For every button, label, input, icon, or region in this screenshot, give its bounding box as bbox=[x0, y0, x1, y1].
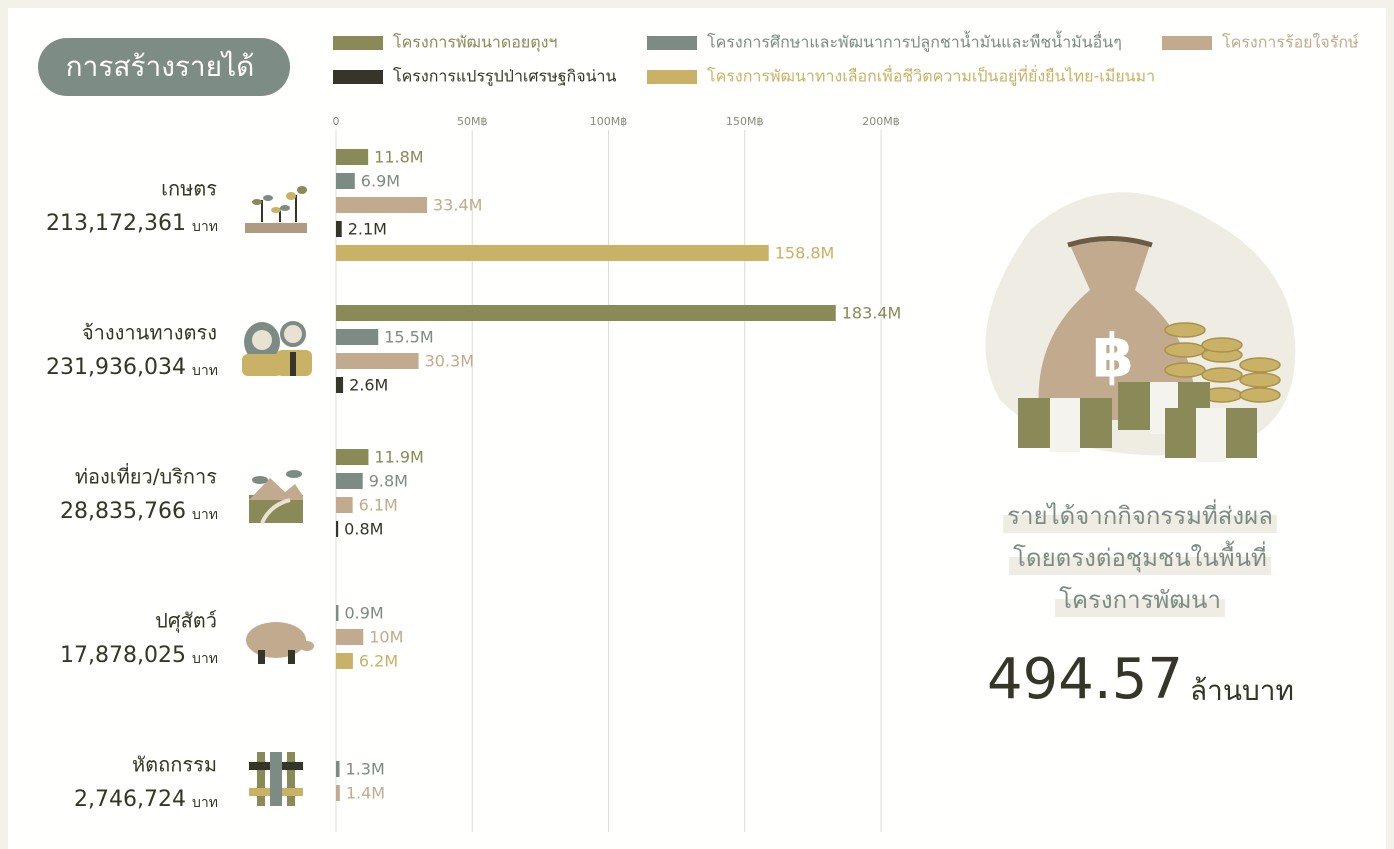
value-label: 1.4M bbox=[346, 784, 385, 803]
category-label: เกษตร bbox=[161, 177, 217, 201]
x-tick-label: 150M฿ bbox=[726, 115, 764, 128]
icon-pig bbox=[246, 622, 314, 664]
legend-label: โครงการพัฒนาดอยตุงฯ bbox=[393, 33, 557, 53]
value-label: 158.8M bbox=[775, 244, 835, 263]
value-label: 183.4M bbox=[842, 304, 902, 323]
summary-highlight bbox=[1009, 557, 1271, 575]
category-total: 2,746,724 bbox=[74, 787, 186, 812]
value-label: 10M bbox=[369, 628, 403, 647]
category-total-unit: บาท bbox=[192, 219, 218, 235]
summary-text: โดยตรงต่อชุมชนในพื้นที่ bbox=[1013, 540, 1267, 573]
value-label: 2.1M bbox=[348, 220, 387, 239]
icon-farm bbox=[245, 186, 307, 233]
value-label: 9.8M bbox=[369, 472, 408, 491]
bar bbox=[336, 629, 364, 645]
bar bbox=[336, 449, 369, 465]
category-label: ปศุสัตว์ bbox=[155, 609, 217, 634]
value-label: 6.9M bbox=[361, 172, 400, 191]
value-label: 0.9M bbox=[344, 604, 383, 623]
value-label: 11.8M bbox=[374, 148, 423, 167]
x-tick-label: 200M฿ bbox=[862, 115, 900, 128]
value-label: 6.1M bbox=[359, 496, 398, 515]
category-label: ท่องเที่ยว/บริการ bbox=[75, 463, 217, 489]
bar bbox=[336, 653, 353, 669]
legend-swatch bbox=[333, 36, 383, 50]
summary-highlight bbox=[1003, 515, 1277, 533]
value-label: 0.8M bbox=[344, 520, 383, 539]
category-label: จ้างงานทางตรง bbox=[82, 321, 217, 345]
value-label: 1.3M bbox=[346, 760, 385, 779]
bar bbox=[336, 377, 344, 393]
value-label: 33.4M bbox=[433, 196, 482, 215]
bar bbox=[336, 197, 428, 213]
x-tick-label: 100M฿ bbox=[590, 115, 628, 128]
bar bbox=[336, 473, 363, 489]
bar bbox=[336, 173, 355, 189]
bar bbox=[336, 521, 339, 537]
legend-swatch bbox=[333, 70, 383, 84]
summary-highlight bbox=[1055, 599, 1225, 617]
bar bbox=[336, 785, 340, 801]
category-total: 213,172,361 bbox=[46, 211, 186, 236]
legend-swatch bbox=[647, 36, 697, 50]
title-pill bbox=[38, 38, 290, 96]
bar bbox=[336, 353, 419, 369]
icon-craft bbox=[249, 752, 303, 806]
chart-title: การสร้างรายได้ bbox=[66, 50, 255, 83]
legend-swatch bbox=[1162, 36, 1212, 50]
bar bbox=[336, 761, 340, 777]
legend-label: โครงการพัฒนาทางเลือกเพื่อชีวิตความเป็นอย… bbox=[707, 65, 1155, 87]
category-total-unit: บาท bbox=[192, 507, 218, 523]
bar bbox=[336, 149, 369, 165]
legend-label: โครงการศึกษาและพัฒนาการปลูกชาน้ำมันและพื… bbox=[707, 31, 1122, 53]
category-total-unit: บาท bbox=[192, 651, 218, 667]
bar bbox=[336, 329, 379, 345]
value-label: 15.5M bbox=[384, 328, 433, 347]
bar bbox=[336, 245, 769, 261]
bar bbox=[336, 221, 342, 237]
category-total: 231,936,034 bbox=[46, 355, 186, 380]
category-total-unit: บาท bbox=[192, 795, 218, 811]
summary-value: 494.57 bbox=[987, 647, 1183, 712]
summary-text: โครงการพัฒนา bbox=[1059, 586, 1221, 614]
bar bbox=[336, 605, 339, 621]
summary-unit: ล้านบาท bbox=[1190, 674, 1294, 707]
category-label: หัตถกรรม bbox=[132, 753, 217, 777]
value-label: 30.3M bbox=[425, 352, 474, 371]
value-label: 6.2M bbox=[359, 652, 398, 671]
category-total: 28,835,766 bbox=[60, 499, 186, 524]
legend-swatch bbox=[647, 70, 697, 84]
bar bbox=[336, 497, 353, 513]
x-tick-label: 50M฿ bbox=[457, 115, 488, 128]
icon-workers bbox=[242, 321, 312, 376]
bar bbox=[336, 305, 836, 321]
legend-label: โครงการร้อยใจรักษ์ bbox=[1222, 33, 1359, 52]
svg-text:฿: ฿ bbox=[1092, 322, 1134, 392]
legend-label: โครงการแปรรูปป่าเศรษฐกิจน่าน bbox=[393, 67, 617, 87]
icon-tourism bbox=[249, 470, 303, 524]
value-label: 11.9M bbox=[374, 448, 423, 467]
money-illustration: ฿ bbox=[985, 192, 1296, 462]
value-label: 2.6M bbox=[349, 376, 388, 395]
x-tick-label: 0 bbox=[333, 115, 340, 128]
category-total: 17,878,025 bbox=[60, 643, 186, 668]
summary-text: รายได้จากกิจกรรมที่ส่งผล bbox=[1007, 499, 1273, 530]
category-total-unit: บาท bbox=[192, 363, 218, 379]
